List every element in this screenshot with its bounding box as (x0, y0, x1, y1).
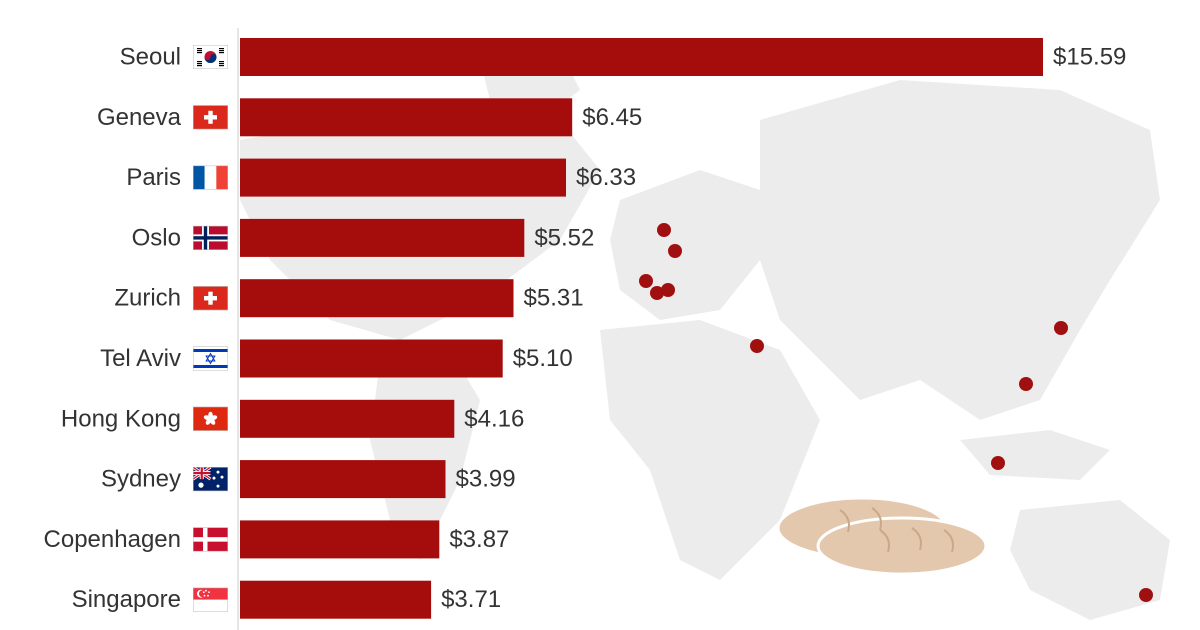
value-label: $5.52 (534, 224, 594, 251)
bar-row: Paris $6.33 (126, 158, 636, 197)
category-label: Seoul (120, 44, 181, 71)
bar (240, 279, 514, 318)
bar-row: Sydney $3.99 (101, 460, 516, 499)
category-label: Zurich (114, 285, 181, 312)
bread-score-line (839, 509, 850, 533)
bar-row: Seoul $15.59 (120, 38, 1126, 76)
city-marker (1054, 321, 1068, 335)
bar (240, 580, 432, 619)
australia-flag-icon (193, 467, 228, 492)
category-label: Hong Kong (61, 405, 181, 432)
bread-loaves-illustration (776, 496, 988, 576)
bar-row: Oslo $5.52 (132, 218, 594, 257)
city-marker (991, 456, 1005, 470)
bar (240, 158, 566, 197)
city-marker (657, 223, 671, 237)
category-label: Tel Aviv (100, 345, 181, 372)
city-marker (1139, 588, 1153, 602)
bar (240, 218, 525, 257)
norway-flag-icon (193, 225, 228, 250)
bar (240, 460, 446, 499)
value-label: $3.71 (441, 586, 501, 613)
value-label: $3.87 (449, 526, 509, 553)
value-label: $6.33 (576, 164, 636, 191)
bar (240, 38, 1043, 76)
bar (240, 98, 573, 137)
value-label: $15.59 (1053, 44, 1126, 71)
map-australia (1010, 500, 1170, 620)
france-flag-icon (193, 165, 228, 190)
city-marker (750, 339, 764, 353)
bar (240, 399, 455, 438)
category-label: Singapore (72, 586, 181, 613)
value-label: $5.10 (513, 345, 573, 372)
category-label: Copenhagen (44, 526, 181, 553)
category-label: Paris (126, 164, 181, 191)
city-marker (668, 244, 682, 258)
bar-row: Copenhagen $3.87 (44, 520, 509, 559)
israel-flag-icon (193, 346, 228, 371)
city-marker (661, 283, 675, 297)
map-indonesia (960, 430, 1110, 480)
city-marker (639, 274, 653, 288)
value-label: $6.45 (582, 104, 642, 131)
value-label: $3.99 (456, 466, 516, 493)
category-label: Oslo (132, 224, 181, 251)
city-marker (650, 286, 664, 300)
map-africa (600, 320, 820, 580)
category-label: Geneva (97, 104, 182, 131)
bread-score-line (911, 527, 922, 551)
bar-row: Zurich $5.31 (114, 279, 584, 318)
bar-row: Singapore $3.71 (72, 580, 501, 619)
bar (240, 339, 503, 378)
map-asia (760, 80, 1160, 420)
city-markers (639, 223, 1153, 602)
map-europe (610, 170, 760, 320)
city-marker (1019, 377, 1033, 391)
bar (240, 520, 440, 559)
value-label: $4.16 (464, 405, 524, 432)
switzerland-flag-icon (193, 105, 228, 130)
bar-row: Hong Kong $4.16 (61, 399, 524, 438)
category-label: Sydney (101, 466, 181, 493)
bar-row: Geneva $6.45 (97, 98, 642, 137)
bread-score-line (879, 529, 890, 553)
hong-kong-flag-icon (193, 406, 228, 431)
value-label: $5.31 (524, 285, 584, 312)
bread-loaf-front (816, 516, 988, 576)
bar-row: Tel Aviv $5.10 (100, 339, 573, 378)
bars: Seoul $15.59 Geneva $6.45 Paris $6.33 Oslo $5.5… (44, 38, 1126, 619)
bread-score-line (871, 507, 882, 531)
south-korea-flag-icon (193, 45, 228, 69)
bread-score-line (943, 529, 954, 553)
singapore-flag-icon (193, 587, 228, 612)
denmark-flag-icon (193, 527, 228, 552)
switzerland-flag-icon (193, 286, 228, 311)
